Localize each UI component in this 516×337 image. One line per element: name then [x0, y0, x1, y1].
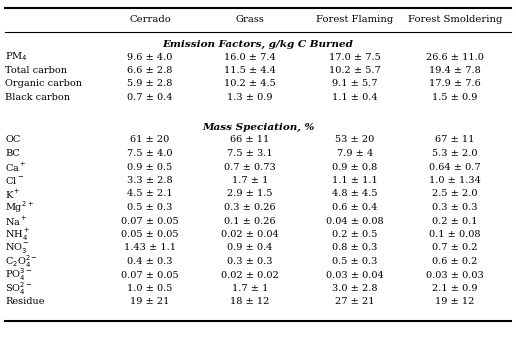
Text: 1.5 ± 0.9: 1.5 ± 0.9: [432, 93, 478, 102]
Text: PM$_4$: PM$_4$: [5, 51, 28, 63]
Text: Ca$^+$: Ca$^+$: [5, 160, 26, 174]
Text: 0.9 ± 0.8: 0.9 ± 0.8: [332, 162, 378, 172]
Text: 0.4 ± 0.3: 0.4 ± 0.3: [127, 257, 173, 266]
Text: 0.2 ± 0.5: 0.2 ± 0.5: [332, 230, 378, 239]
Text: Organic carbon: Organic carbon: [5, 80, 82, 89]
Text: 0.5 ± 0.3: 0.5 ± 0.3: [332, 257, 378, 266]
Text: 4.5 ± 2.1: 4.5 ± 2.1: [127, 189, 173, 198]
Text: 0.3 ± 0.26: 0.3 ± 0.26: [224, 203, 276, 212]
Text: 11.5 ± 4.4: 11.5 ± 4.4: [224, 66, 276, 75]
Text: NH$_4^+$: NH$_4^+$: [5, 226, 30, 243]
Text: Grass: Grass: [236, 16, 264, 25]
Text: 0.1 ± 0.26: 0.1 ± 0.26: [224, 216, 276, 225]
Text: 0.07 ± 0.05: 0.07 ± 0.05: [121, 271, 179, 279]
Text: 0.02 ± 0.02: 0.02 ± 0.02: [221, 271, 279, 279]
Text: 0.2 ± 0.1: 0.2 ± 0.1: [432, 216, 478, 225]
Text: 0.03 ± 0.04: 0.03 ± 0.04: [326, 271, 384, 279]
Text: 0.3 ± 0.3: 0.3 ± 0.3: [227, 257, 273, 266]
Text: Cerrado: Cerrado: [129, 16, 171, 25]
Text: 19 ± 21: 19 ± 21: [131, 298, 170, 306]
Text: 0.5 ± 0.3: 0.5 ± 0.3: [127, 203, 173, 212]
Text: 0.02 ± 0.04: 0.02 ± 0.04: [221, 230, 279, 239]
Text: 0.04 ± 0.08: 0.04 ± 0.08: [326, 216, 384, 225]
Text: 19 ± 12: 19 ± 12: [436, 298, 475, 306]
Text: 1.43 ± 1.1: 1.43 ± 1.1: [124, 244, 176, 252]
Text: NO$_3^-$: NO$_3^-$: [5, 241, 30, 255]
Text: 7.5 ± 4.0: 7.5 ± 4.0: [127, 149, 173, 158]
Text: 27 ± 21: 27 ± 21: [335, 298, 375, 306]
Text: 66 ± 11: 66 ± 11: [230, 135, 270, 145]
Text: 0.9 ± 0.5: 0.9 ± 0.5: [127, 162, 173, 172]
Text: 7.9 ± 4: 7.9 ± 4: [337, 149, 373, 158]
Text: 0.07 ± 0.05: 0.07 ± 0.05: [121, 216, 179, 225]
Text: Mg$^{2+}$: Mg$^{2+}$: [5, 200, 34, 215]
Text: 10.2 ± 4.5: 10.2 ± 4.5: [224, 80, 276, 89]
Text: 0.1 ± 0.08: 0.1 ± 0.08: [429, 230, 481, 239]
Text: OC: OC: [5, 135, 20, 145]
Text: 0.7 ± 0.73: 0.7 ± 0.73: [224, 162, 276, 172]
Text: 10.2 ± 5.7: 10.2 ± 5.7: [329, 66, 381, 75]
Text: 1.1 ± 0.4: 1.1 ± 0.4: [332, 93, 378, 102]
Text: 0.3 ± 0.3: 0.3 ± 0.3: [432, 203, 478, 212]
Text: 1.1 ± 1.1: 1.1 ± 1.1: [332, 176, 378, 185]
Text: 61 ± 20: 61 ± 20: [131, 135, 170, 145]
Text: 9.6 ± 4.0: 9.6 ± 4.0: [127, 53, 173, 61]
Text: 0.8 ± 0.3: 0.8 ± 0.3: [332, 244, 378, 252]
Text: 2.1 ± 0.9: 2.1 ± 0.9: [432, 284, 478, 293]
Text: 26.6 ± 11.0: 26.6 ± 11.0: [426, 53, 484, 61]
Text: 5.9 ± 2.8: 5.9 ± 2.8: [127, 80, 173, 89]
Text: BC: BC: [5, 149, 20, 158]
Text: Mass Speciation, %: Mass Speciation, %: [202, 122, 314, 131]
Text: 2.5 ± 2.0: 2.5 ± 2.0: [432, 189, 478, 198]
Text: 0.05 ± 0.05: 0.05 ± 0.05: [121, 230, 179, 239]
Text: Total carbon: Total carbon: [5, 66, 67, 75]
Text: 67 ± 11: 67 ± 11: [436, 135, 475, 145]
Text: Black carbon: Black carbon: [5, 93, 70, 102]
Text: C$_2$O$_4^{2-}$: C$_2$O$_4^{2-}$: [5, 253, 38, 270]
Text: 5.3 ± 2.0: 5.3 ± 2.0: [432, 149, 478, 158]
Text: Cl$^-$: Cl$^-$: [5, 175, 24, 186]
Text: SO$_4^{2-}$: SO$_4^{2-}$: [5, 280, 33, 297]
Text: Residue: Residue: [5, 298, 44, 306]
Text: Emission Factors, g/kg C Burned: Emission Factors, g/kg C Burned: [163, 39, 353, 49]
Text: 18 ± 12: 18 ± 12: [230, 298, 270, 306]
Text: 1.7 ± 1: 1.7 ± 1: [232, 284, 268, 293]
Text: Na$^+$: Na$^+$: [5, 214, 28, 227]
Text: 0.6 ± 0.2: 0.6 ± 0.2: [432, 257, 478, 266]
Text: 9.1 ± 5.7: 9.1 ± 5.7: [332, 80, 378, 89]
Text: Forest Flaming: Forest Flaming: [316, 16, 394, 25]
Text: 17.9 ± 7.6: 17.9 ± 7.6: [429, 80, 481, 89]
Text: 1.0 ± 0.5: 1.0 ± 0.5: [127, 284, 173, 293]
Text: 0.6 ± 0.4: 0.6 ± 0.4: [332, 203, 378, 212]
Text: 19.4 ± 7.8: 19.4 ± 7.8: [429, 66, 481, 75]
Text: 0.9 ± 0.4: 0.9 ± 0.4: [228, 244, 272, 252]
Text: 3.3 ± 2.8: 3.3 ± 2.8: [127, 176, 173, 185]
Text: 7.5 ± 3.1: 7.5 ± 3.1: [227, 149, 273, 158]
Text: 0.03 ± 0.03: 0.03 ± 0.03: [426, 271, 484, 279]
Text: 3.0 ± 2.8: 3.0 ± 2.8: [332, 284, 378, 293]
Text: 16.0 ± 7.4: 16.0 ± 7.4: [224, 53, 276, 61]
Text: K$^+$: K$^+$: [5, 187, 21, 201]
Text: 53 ± 20: 53 ± 20: [335, 135, 375, 145]
Text: 1.7 ± 1: 1.7 ± 1: [232, 176, 268, 185]
Text: PO$_4^{3-}$: PO$_4^{3-}$: [5, 267, 33, 283]
Text: 2.9 ± 1.5: 2.9 ± 1.5: [227, 189, 273, 198]
Text: 1.0 ± 1.34: 1.0 ± 1.34: [429, 176, 481, 185]
Text: 4.8 ± 4.5: 4.8 ± 4.5: [332, 189, 378, 198]
Text: 17.0 ± 7.5: 17.0 ± 7.5: [329, 53, 381, 61]
Text: 1.3 ± 0.9: 1.3 ± 0.9: [227, 93, 273, 102]
Text: 6.6 ± 2.8: 6.6 ± 2.8: [127, 66, 173, 75]
Text: 0.7 ± 0.4: 0.7 ± 0.4: [127, 93, 173, 102]
Text: 0.7 ± 0.2: 0.7 ± 0.2: [432, 244, 478, 252]
Text: Forest Smoldering: Forest Smoldering: [408, 16, 502, 25]
Text: 0.64 ± 0.7: 0.64 ± 0.7: [429, 162, 481, 172]
